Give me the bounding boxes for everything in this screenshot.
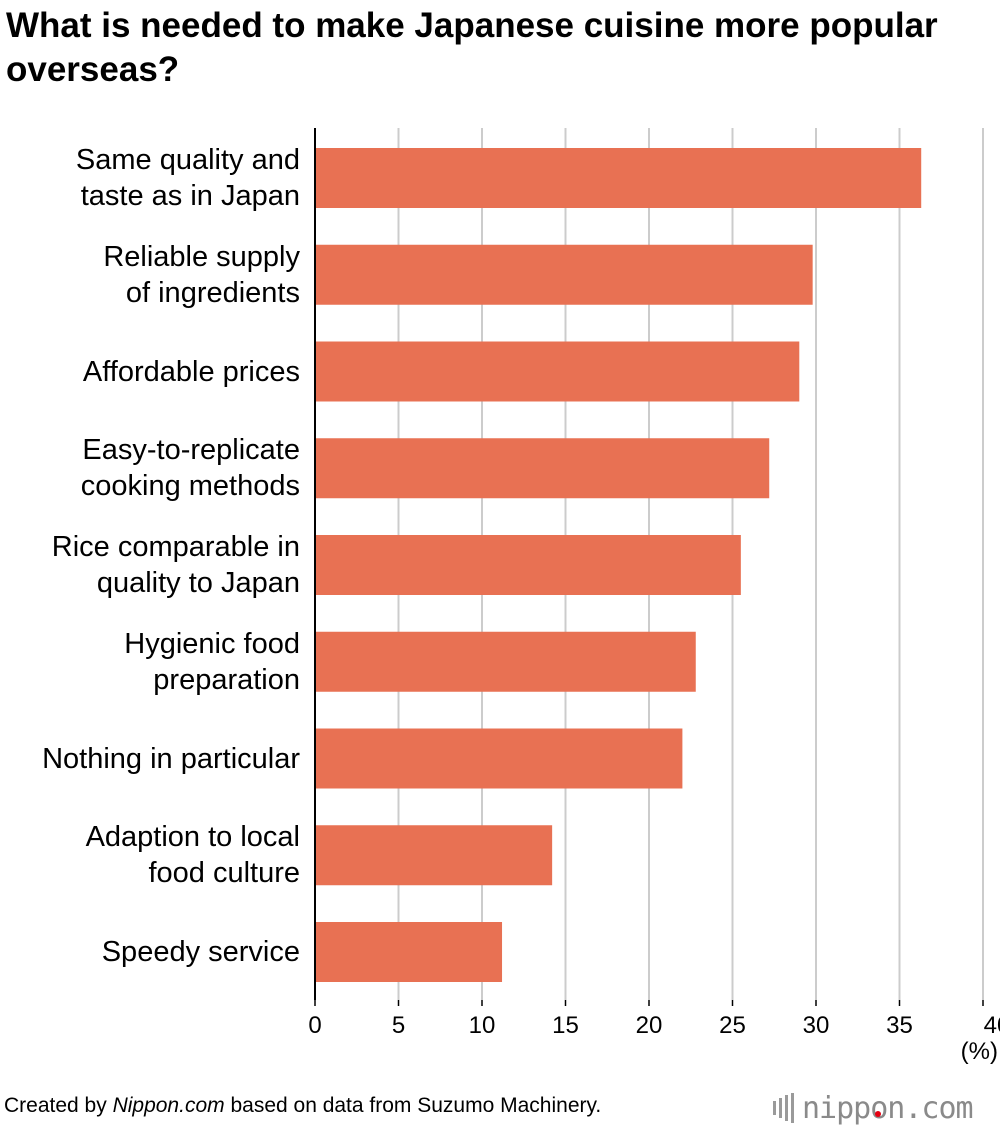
category-label: Easy-to-replicate cooking methods xyxy=(80,434,300,503)
bar xyxy=(315,341,800,402)
bars xyxy=(315,148,922,982)
x-tick-label: 35 xyxy=(886,1012,913,1039)
credit-suffix: based on data from Suzumo Machinery. xyxy=(224,1094,602,1117)
source-credit: Created by Nippon.com based on data from… xyxy=(4,1094,601,1118)
category-label: Rice comparable in quality to Japan xyxy=(51,531,300,599)
x-tick-label: 20 xyxy=(636,1012,663,1039)
bar-chart: 0 5 10 15 20 25 30 35 40 (%) xyxy=(308,128,1000,1065)
category-label: Reliable supply of ingredients xyxy=(103,240,300,309)
bar xyxy=(315,535,741,595)
category-label: Same quality and taste as in Japan xyxy=(75,144,300,212)
credit-prefix: Created by xyxy=(4,1094,113,1117)
bar xyxy=(315,825,553,886)
x-tick-label: 25 xyxy=(719,1012,746,1039)
bar xyxy=(315,922,503,982)
bar xyxy=(315,148,922,208)
category-label: Affordable prices xyxy=(82,355,300,388)
bar xyxy=(315,438,770,499)
bar xyxy=(315,244,813,305)
bar xyxy=(315,728,683,789)
bar xyxy=(315,631,696,692)
credit-site: Nippon.com xyxy=(112,1094,225,1117)
logo-bars-icon xyxy=(773,1093,794,1123)
category-label: Speedy service xyxy=(101,936,300,968)
x-tick-label: 15 xyxy=(552,1012,579,1039)
logo-text: nippon.com xyxy=(802,1090,974,1126)
x-tick-labels: 0 5 10 15 20 25 30 35 40 xyxy=(308,1000,1000,1039)
category-label: Nothing in particular xyxy=(42,742,300,775)
x-tick-label: 40 xyxy=(984,1012,1000,1039)
x-tick-label: 0 xyxy=(308,1012,321,1039)
x-tick-label: 30 xyxy=(803,1012,830,1039)
nippon-logo: nippon.com xyxy=(773,1088,1000,1128)
category-label: Hygienic food preparation xyxy=(124,627,300,696)
logo-dot-icon xyxy=(875,1111,881,1117)
chart-title: What is needed to make Japanese cuisine … xyxy=(6,6,938,89)
x-tick-label: 5 xyxy=(392,1012,405,1039)
x-axis-unit-label: (%) xyxy=(961,1038,998,1065)
x-tick-label: 10 xyxy=(469,1012,496,1039)
category-label: Adaption to local food culture xyxy=(85,821,300,890)
